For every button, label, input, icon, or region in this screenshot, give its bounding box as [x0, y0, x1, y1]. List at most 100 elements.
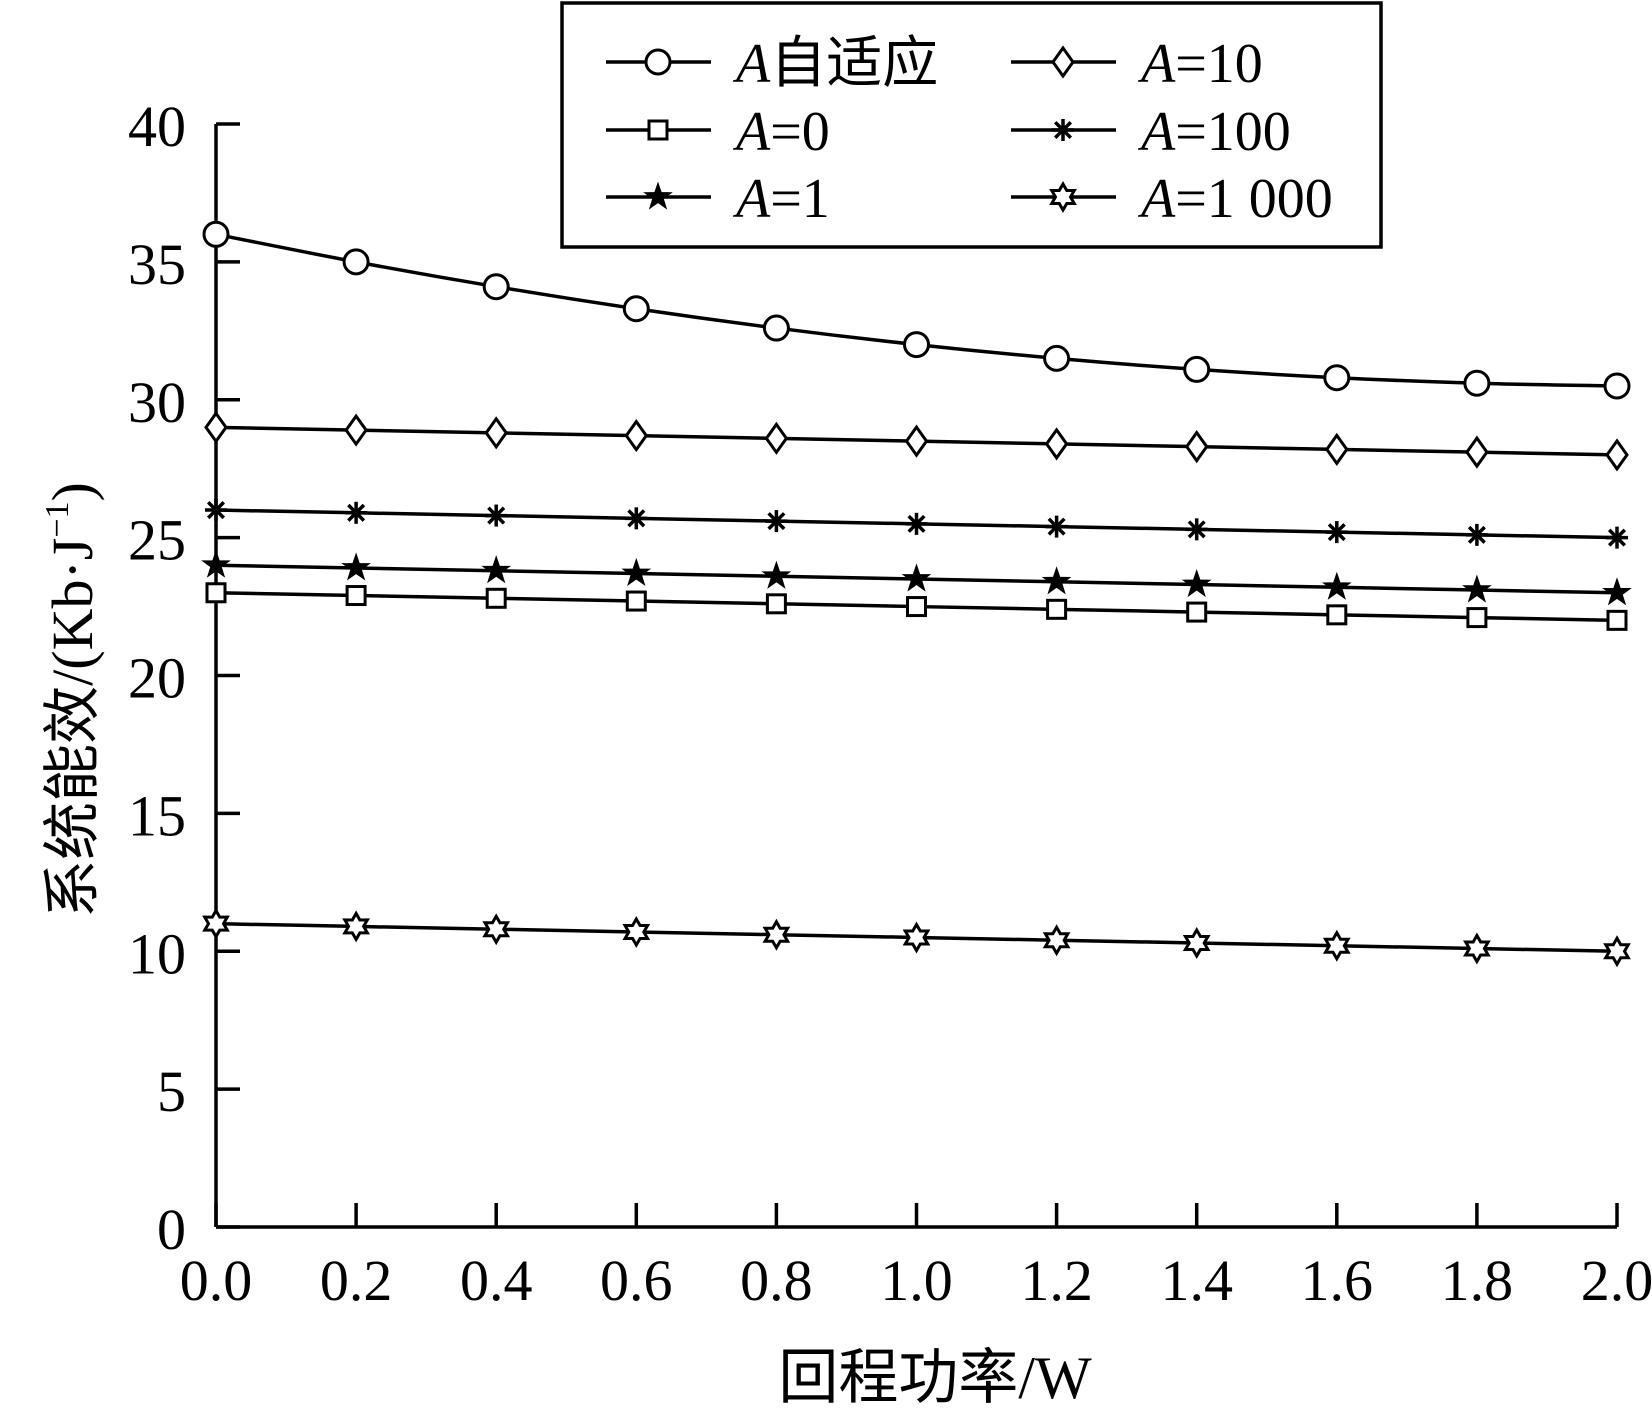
data-point: [624, 419, 649, 453]
data-point: [1186, 601, 1208, 623]
data-point: [481, 555, 511, 584]
y-tick-label: 15: [128, 783, 186, 848]
x-tick-label: 0.2: [320, 1248, 393, 1313]
data-point: [761, 560, 792, 589]
x-tick-label: 0.0: [180, 1248, 253, 1313]
data-point: [485, 587, 507, 609]
x-axis-label: 回程功率/W: [778, 1345, 1092, 1411]
data-point: [342, 910, 370, 943]
data-point: [1463, 932, 1491, 965]
data-point: [906, 596, 927, 618]
data-point: [1602, 577, 1632, 606]
legend-marker: [1049, 180, 1077, 214]
data-point: [482, 913, 511, 946]
x-tick-label: 0.8: [740, 1248, 813, 1313]
data-point: [621, 557, 652, 587]
legend-label-text: =100: [1175, 101, 1291, 163]
data-point: [341, 552, 371, 581]
data-point: [1041, 566, 1072, 595]
legend-label-italic: A: [732, 168, 771, 230]
y-axis-label-close: ): [40, 482, 105, 501]
data-point: [1322, 571, 1352, 600]
series-0: [202, 220, 1631, 400]
legend-label-text: =10: [1175, 33, 1263, 95]
x-tick-label: 1.6: [1301, 1248, 1374, 1313]
data-point: [1603, 935, 1631, 968]
legend-entry-5: A=1 000: [1011, 168, 1333, 230]
legend-label: A=10: [1137, 33, 1263, 95]
data-point: [625, 590, 647, 612]
data-point: [1466, 607, 1488, 629]
y-tick-label: 5: [157, 1059, 186, 1124]
data-point: [344, 413, 368, 447]
series-1: [205, 582, 1628, 631]
data-point: [901, 563, 932, 592]
x-tick-label: 1.8: [1441, 1248, 1514, 1313]
data-point: [765, 510, 788, 533]
data-point: [1324, 432, 1349, 466]
legend-box: [560, 1, 1383, 249]
data-point: [1462, 574, 1492, 603]
data-point: [1042, 924, 1071, 957]
data-point: [1323, 364, 1351, 392]
legend-marker: [643, 181, 673, 210]
data-point: [205, 582, 227, 604]
data-point: [345, 501, 368, 524]
x-tick-label: 1.2: [1020, 1248, 1093, 1313]
legend-label: A=100: [1137, 101, 1291, 163]
data-point: [201, 549, 231, 578]
series-3: [204, 410, 1629, 472]
data-point: [202, 907, 230, 940]
series-4: [205, 499, 1628, 549]
data-point: [762, 918, 791, 951]
legend-label-italic: A: [1137, 33, 1176, 95]
legend-entry-1: A=0: [606, 101, 830, 163]
y-tick-label: 20: [128, 646, 186, 711]
legend-label-italic: A: [732, 33, 771, 95]
legend-label-text: =1: [770, 168, 830, 230]
y-axis-label: 系统能效/(Kb·J−1): [39, 482, 105, 918]
data-point: [482, 273, 510, 301]
data-point: [622, 295, 650, 323]
x-tick-label: 1.4: [1160, 1248, 1233, 1313]
data-point: [1182, 926, 1211, 959]
data-point: [1605, 438, 1629, 472]
legend-label: A=0: [732, 101, 830, 163]
x-tick-label: 1.0: [880, 1248, 953, 1313]
axes: 0 5 10 15 20 25 30 35 40 0.0 0.2 0.4 0.6 0.8 1.0 1.2 1.4…: [128, 94, 1652, 1313]
data-point: [625, 507, 648, 530]
y-tick-label: 25: [128, 508, 186, 573]
data-point: [764, 421, 789, 455]
data-point: [1184, 430, 1209, 464]
legend-label: A=1 000: [1137, 168, 1333, 230]
legend-marker: [1052, 119, 1074, 141]
data-point: [1185, 518, 1208, 541]
y-tick-label: 0: [157, 1197, 186, 1262]
legend-label-italic: A: [1137, 168, 1176, 230]
data-point: [1325, 521, 1348, 544]
legend-label-text: =0: [770, 101, 830, 163]
y-tick-label: 40: [128, 94, 186, 159]
legend-label: A=1: [732, 168, 830, 230]
data-point: [1043, 344, 1071, 372]
data-point: [204, 410, 228, 444]
legend-label: A自适应: [732, 33, 938, 95]
legend-entry-3: A=10: [1011, 33, 1263, 95]
data-point: [1183, 355, 1211, 383]
series-line: [215, 232, 1618, 388]
data-point: [904, 424, 929, 458]
legend-entry-0: A自适应: [606, 33, 938, 95]
data-point: [902, 921, 931, 954]
series-5: [202, 907, 1631, 968]
data-point: [1044, 427, 1069, 461]
data-point: [762, 314, 790, 342]
data-point: [1045, 515, 1068, 538]
y-tick-label: 35: [128, 232, 186, 297]
x-tick-label: 0.6: [600, 1248, 673, 1313]
data-point: [903, 331, 930, 359]
data-point: [1046, 598, 1068, 620]
y-tick-label: 10: [128, 921, 186, 986]
legend-marker: [644, 48, 672, 76]
